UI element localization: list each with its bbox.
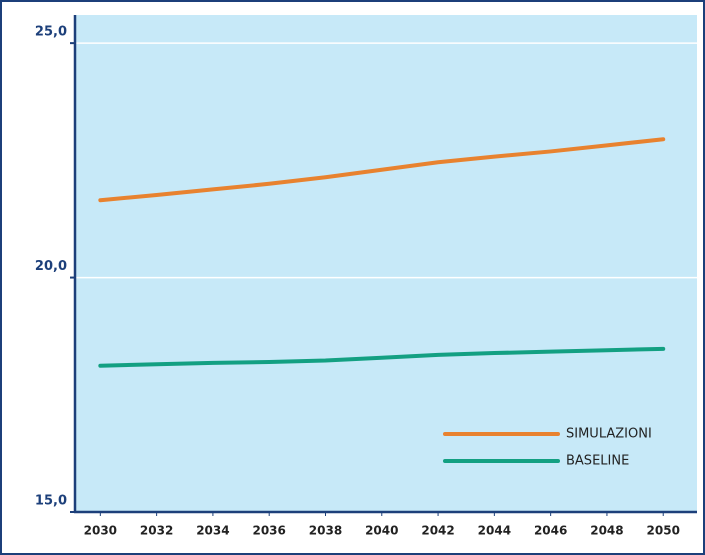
x-tick-label: 2038 [309, 524, 342, 538]
y-tick-label: 15,0 [35, 494, 67, 509]
y-tick-label: 20,0 [35, 259, 67, 274]
line-series [98, 346, 666, 368]
x-tick-label: 2034 [196, 524, 229, 538]
x-tick-label: 2032 [140, 524, 173, 538]
x-tick-label: 2044 [478, 524, 511, 538]
x-tick-label: 2046 [534, 524, 567, 538]
x-tick-label: 2048 [590, 524, 623, 538]
plot-area [75, 15, 697, 512]
legend-label: BASELINE [566, 454, 629, 469]
y-tick-label: 25,0 [35, 25, 67, 40]
legend-label: SIMULAZIONI [566, 427, 652, 442]
x-tick-label: 2036 [252, 524, 285, 538]
x-tick-label: 2030 [84, 524, 117, 538]
line-series [98, 137, 666, 203]
x-tick-label: 2050 [647, 524, 680, 538]
x-tick-label: 2042 [421, 524, 454, 538]
x-tick-label: 2040 [365, 524, 398, 538]
